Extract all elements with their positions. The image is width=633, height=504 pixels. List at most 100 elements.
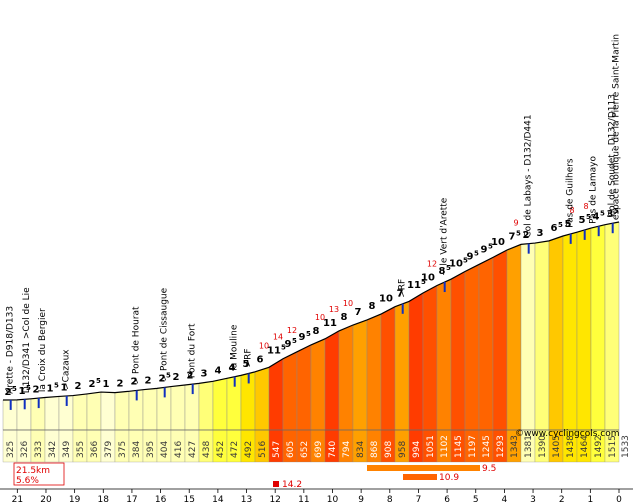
gradient-label-42: 4 (593, 212, 600, 223)
segment-34 (478, 257, 494, 431)
km-label-10: 11 (298, 495, 309, 504)
gradient-sup-39: 5 (558, 221, 563, 229)
place-label-12: Pas de Guilhers (566, 158, 576, 228)
steep-label-2: 9.5 (482, 464, 496, 474)
alt-label-27: 908 (384, 441, 394, 458)
gradient-label-23: 11 (323, 318, 337, 329)
alt-label-17: 492 (244, 441, 254, 458)
gradient-sup-42: 5 (600, 210, 605, 218)
km-label-6: 15 (184, 495, 195, 504)
gradient-label-16: 4 (229, 362, 236, 373)
segment-20 (282, 351, 298, 431)
alt-label-35: 1293 (496, 435, 506, 458)
gradient-sup-43: 5 (614, 207, 619, 215)
gradient-label-21: 9 (299, 332, 306, 343)
alt-label-37: 1381 (524, 435, 534, 458)
place-marker-4 (135, 390, 138, 401)
steep-label-1: 10.9 (439, 473, 459, 483)
place-label-0: Arette - D918/D133 (6, 306, 16, 394)
gradient-label-25: 7 (355, 307, 362, 318)
km-label-18: 3 (530, 495, 536, 504)
max-gradient-18: 10 (259, 341, 269, 350)
segment-29 (408, 292, 424, 431)
place-marker-6 (191, 384, 194, 395)
avg-gradient: 5.6% (16, 476, 39, 486)
gradient-sup-19: 5 (281, 344, 286, 352)
gradient-label-19: 11 (267, 346, 281, 357)
km-label-7: 14 (212, 495, 224, 504)
max-gradient-19: 14 (273, 333, 283, 342)
max-gradient-20: 12 (287, 326, 297, 335)
gradient-label-36: 7 (509, 231, 516, 242)
gradient-label-4: 1 (61, 383, 68, 394)
km-label-1: 20 (40, 495, 52, 504)
place-marker-12 (569, 233, 572, 244)
stats-box (13, 462, 65, 486)
alt-label-21: 652 (300, 441, 310, 458)
gradient-sup-32: 5 (463, 257, 468, 265)
place-marker-7 (233, 376, 236, 387)
gradient-label-35: 10 (491, 237, 505, 248)
gradient-label-32: 10 (449, 259, 463, 270)
alt-label-0: 325 (6, 441, 16, 458)
gradient-label-11: 2 (159, 374, 166, 385)
km-label-15: 6 (444, 495, 450, 504)
alt-label-34: 1245 (482, 435, 492, 458)
alt-label-3: 342 (48, 441, 58, 458)
place-label-14: espace nordique de la Pierre Saint-Marti… (612, 34, 622, 220)
gradient-label-27: 10 (379, 294, 393, 305)
segment-23 (324, 330, 340, 431)
gradient-label-18: 6 (257, 354, 264, 365)
place-marker-2 (37, 398, 40, 409)
km-label-8: 13 (241, 495, 252, 504)
place-marker-9 (401, 303, 404, 314)
alt-label-18: 516 (258, 441, 268, 458)
alt-label-24: 794 (342, 441, 352, 458)
km-label-13: 8 (387, 495, 393, 504)
gradient-label-10: 2 (145, 375, 152, 386)
alt-label-12: 416 (174, 441, 184, 458)
alt-label-2: 333 (34, 441, 44, 458)
alt-label-11: 404 (160, 441, 170, 458)
segment-7 (100, 391, 116, 431)
gradient-label-7: 1 (103, 379, 110, 390)
gradient-label-31: 8 (439, 266, 446, 277)
alt-label-13: 427 (188, 441, 198, 458)
km-label-19: 2 (559, 495, 565, 504)
gradient-label-12: 2 (173, 372, 180, 383)
gradient-sup-1: 5 (26, 384, 31, 392)
segment-31 (436, 278, 452, 431)
segment-25 (352, 319, 368, 431)
segment-33 (464, 264, 480, 431)
steep-bar-0 (273, 481, 279, 487)
place-label-10: ~ le Vert d'Arette (440, 197, 450, 276)
gradient-label-26: 8 (369, 301, 376, 312)
segment-37 (520, 242, 536, 431)
alt-label-29: 994 (412, 441, 422, 458)
alt-label-38: 1390 (538, 435, 548, 458)
alt-label-10: 395 (146, 441, 156, 458)
alt-label-28: 958 (398, 441, 408, 458)
place-marker-11 (527, 243, 530, 254)
alt-label-9: 384 (132, 441, 142, 458)
km-label-17: 4 (502, 495, 508, 504)
place-marker-3 (65, 395, 68, 406)
segment-32 (450, 271, 466, 431)
max-gradient-40: 8 (569, 206, 574, 215)
place-marker-15 (611, 223, 614, 234)
place-marker-8 (247, 373, 250, 384)
place-marker-1 (23, 399, 26, 410)
gradient-label-3: 1 (47, 383, 54, 394)
alt-label-4: 349 (62, 441, 72, 458)
alt-label-33: 1197 (468, 435, 478, 458)
alt-label-5: 355 (76, 441, 86, 458)
gradient-label-37: 2 (523, 230, 530, 241)
steep-bar-2 (367, 465, 480, 471)
gradient-sup-29: 5 (421, 278, 426, 286)
alt-label-22: 699 (314, 441, 324, 458)
segment-43 (604, 221, 620, 431)
gradient-label-28: 7 (397, 288, 404, 299)
segment-24 (338, 324, 354, 431)
gradient-sup-20: 5 (292, 337, 297, 345)
